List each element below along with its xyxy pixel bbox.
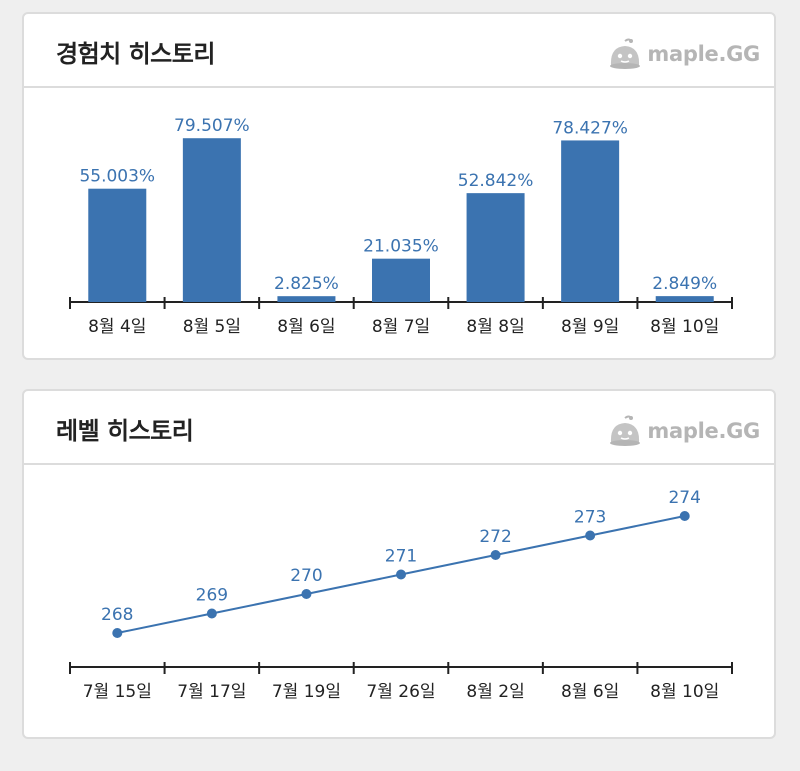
exp-history-title: 경험치 히스토리 [56,40,215,68]
x-tick-label: 8월 6일 [561,682,619,702]
bar [466,193,525,302]
bar [372,258,430,302]
x-tick-label: 8월 4일 [88,317,146,337]
brand-text: maple.GG [647,419,760,443]
data-point [112,628,123,638]
exp-bar-chart: 8월 4일 8월 5일 8월 6일 8월 7일 8월 8일 8월 9일 8월 10일 55.0… [69,116,733,337]
level-line-chart: 7월 15일 7월 17일 7월 19일 7월 26일 8월 2일 8월 6일 8월 10일… [69,488,733,702]
exp-history-card: 경험치 히스토리 maple.GG 8월 4일 8월 5일 8월 6일 8월 7일 8월… [22,12,776,360]
x-tick-label: 8월 8일 [466,317,524,337]
bar-value-label: 79.507% [174,116,250,136]
data-point [301,589,312,599]
brand-logo: maple.GG [607,415,760,447]
bar [561,140,620,302]
bar [182,138,241,302]
point-value-label: 268 [101,605,133,625]
level-history-card: 레벨 히스토리 maple.GG 7월 15일 7월 17일 7월 19일 7월 26… [22,389,776,739]
level-history-header: 레벨 히스토리 maple.GG [24,391,774,465]
bar [655,296,714,302]
data-point [585,530,596,541]
brand-logo: maple.GG [607,38,760,70]
bar-value-label: 2.825% [274,274,339,294]
x-tick-label: 8월 10일 [650,317,719,337]
x-tick-label: 8월 2일 [466,682,524,702]
slime-mascot-icon [610,415,641,446]
point-value-label: 271 [385,547,417,567]
x-tick-label: 8월 6일 [277,317,335,337]
point-value-label: 274 [668,488,700,508]
bar-value-label: 55.003% [79,167,155,187]
slime-mascot-icon [610,38,641,69]
data-point [206,608,217,619]
exp-history-header: 경험치 히스토리 maple.GG [24,14,774,88]
x-tick-label: 7월 26일 [366,682,435,702]
brand-text: maple.GG [647,42,760,66]
bar-value-label: 52.842% [458,171,534,191]
data-point [679,511,690,521]
point-value-label: 270 [290,566,322,586]
x-tick-label: 7월 15일 [83,682,152,702]
bar-value-label: 78.427% [552,118,628,138]
x-tick-label: 7월 19일 [272,682,341,702]
bar-value-label: 21.035% [363,237,439,257]
point-value-label: 273 [574,508,606,528]
x-tick-label: 8월 7일 [372,317,430,337]
bar [88,188,147,302]
x-tick-label: 7월 17일 [177,682,246,702]
level-history-title: 레벨 히스토리 [56,417,194,445]
bar-value-label: 2.849% [652,274,717,294]
x-tick-label: 8월 9일 [561,317,619,337]
data-point [490,550,501,560]
point-value-label: 272 [479,527,511,547]
x-tick-label: 8월 5일 [183,317,241,337]
x-tick-label: 8월 10일 [650,682,719,702]
bar [277,296,336,302]
point-value-label: 269 [196,586,228,606]
data-point [396,569,406,580]
